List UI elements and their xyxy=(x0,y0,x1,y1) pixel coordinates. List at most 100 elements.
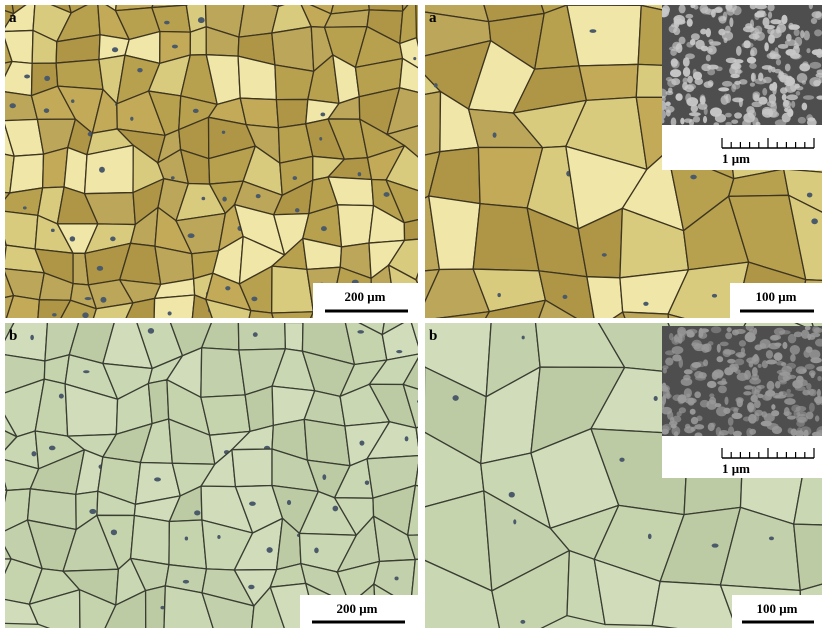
grain xyxy=(304,419,350,465)
particle xyxy=(802,390,810,396)
particle xyxy=(683,67,690,77)
pore xyxy=(522,336,525,340)
particle xyxy=(749,429,756,435)
particle xyxy=(707,69,715,76)
pore xyxy=(384,192,390,197)
grain xyxy=(148,380,168,424)
particle xyxy=(766,350,773,359)
grain xyxy=(64,148,87,194)
particle xyxy=(678,334,683,343)
particle xyxy=(708,423,715,431)
particle xyxy=(762,107,772,115)
particle xyxy=(800,426,811,436)
grain xyxy=(272,27,314,72)
particle xyxy=(665,102,670,107)
particle xyxy=(791,101,795,108)
particle xyxy=(695,40,704,50)
pore xyxy=(10,103,16,108)
particle xyxy=(721,95,729,105)
particle xyxy=(782,94,787,101)
particle xyxy=(665,350,675,355)
particle xyxy=(809,403,815,413)
particle xyxy=(685,53,695,59)
micrograph xyxy=(0,281,457,632)
particle xyxy=(716,406,727,416)
particle xyxy=(727,359,735,364)
particle xyxy=(666,77,673,81)
particle xyxy=(762,88,767,96)
grain xyxy=(202,318,239,350)
grain xyxy=(201,395,250,435)
particle xyxy=(671,58,678,67)
grain xyxy=(56,59,103,89)
particle xyxy=(731,119,738,123)
grain xyxy=(0,312,48,361)
particle xyxy=(675,93,682,101)
particle xyxy=(687,76,693,83)
grain xyxy=(275,65,314,100)
particle xyxy=(789,24,800,30)
pore xyxy=(712,544,719,548)
particle xyxy=(782,342,787,349)
pore xyxy=(183,580,189,584)
pore xyxy=(30,335,34,340)
pore xyxy=(406,320,412,323)
particle xyxy=(802,368,807,372)
particle xyxy=(776,361,785,365)
particle xyxy=(715,6,722,12)
pore xyxy=(359,440,364,445)
particle xyxy=(816,73,824,78)
scale-label: 200 μm xyxy=(345,289,386,304)
scale-label: 100 μm xyxy=(757,601,798,616)
pore xyxy=(253,332,258,337)
particle xyxy=(790,354,796,362)
particle xyxy=(681,378,693,386)
particle xyxy=(785,64,791,72)
pore xyxy=(85,297,92,300)
particle xyxy=(793,45,800,54)
pore xyxy=(222,131,225,134)
particle xyxy=(710,107,722,116)
pore xyxy=(357,330,364,334)
particle xyxy=(665,358,673,366)
particle xyxy=(750,82,755,86)
particle xyxy=(685,14,693,19)
particle xyxy=(698,372,707,378)
pore xyxy=(164,21,170,25)
particle xyxy=(694,391,701,398)
particle xyxy=(731,84,736,92)
particle xyxy=(764,42,769,51)
particle xyxy=(770,50,776,59)
particle xyxy=(711,9,716,18)
particle xyxy=(788,428,793,434)
particle xyxy=(674,335,678,343)
pore xyxy=(148,328,154,334)
particle xyxy=(806,346,813,352)
particle xyxy=(747,406,755,413)
particle xyxy=(727,327,732,332)
particle xyxy=(802,103,808,111)
pore xyxy=(194,510,200,515)
pore xyxy=(51,229,55,232)
pore xyxy=(100,297,106,303)
particle xyxy=(750,47,757,56)
particle xyxy=(770,335,779,341)
particle xyxy=(809,370,816,376)
particle xyxy=(723,349,735,354)
grain xyxy=(232,449,272,487)
particle xyxy=(776,59,781,65)
pore xyxy=(417,400,424,404)
particle xyxy=(669,46,679,51)
particle xyxy=(796,91,801,96)
particle xyxy=(815,415,819,421)
particle xyxy=(751,101,762,107)
scale-label: 100 μm xyxy=(756,289,797,304)
pore xyxy=(563,295,568,299)
particle xyxy=(743,416,751,421)
particle xyxy=(734,112,742,118)
pore xyxy=(690,175,696,180)
pore xyxy=(654,396,658,401)
grain xyxy=(567,0,641,5)
pore xyxy=(249,501,256,505)
particle xyxy=(767,101,777,107)
